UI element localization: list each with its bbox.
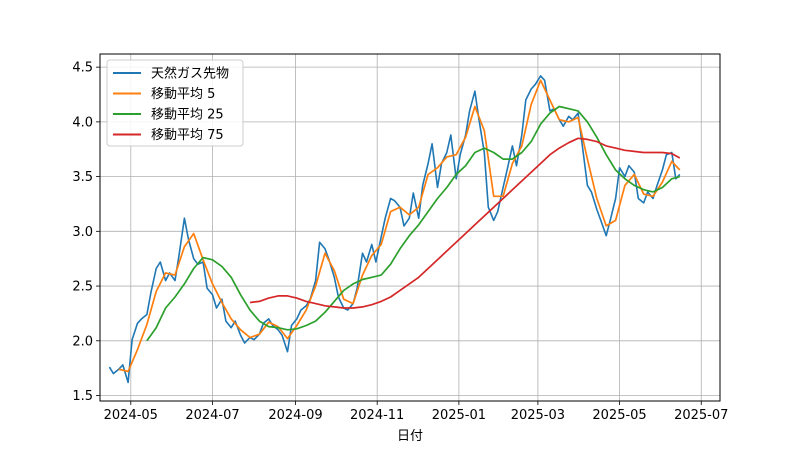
x-tick-label: 2025-03 [511,408,565,423]
legend-box [106,59,244,147]
series-layer [108,75,681,384]
ma5-series-line [118,79,681,373]
axis-layer: 2024-05 2024-07 2024-09 2024-11 2025-01 2025-… [72,61,728,423]
legend-item-price-label: 天然ガス先物 [151,66,229,82]
grid-layer [100,54,720,401]
legend-item-ma5-label: 移動平均 5 [151,87,215,102]
x-tick-label: 2025-05 [592,408,646,423]
x-tick-label: 2025-07 [674,408,728,423]
y-tick-label: 2.5 [72,280,93,295]
ma75-series-line [249,137,681,309]
y-tick-label: 3.0 [72,225,93,240]
y-tick-label: 4.0 [72,115,93,130]
y-tick-label: 3.5 [72,170,93,185]
x-axis-title: 日付 [397,429,423,444]
x-tick-label: 2024-09 [268,408,322,423]
x-tick-label: 2024-07 [185,408,239,423]
x-tick-label: 2024-11 [350,408,404,423]
ma25-series-line [146,105,681,342]
x-tick-label: 2025-01 [432,408,486,423]
legend-item-ma25-label: 移動平均 25 [151,108,224,123]
y-tick-label: 4.5 [72,61,93,76]
y-tick-label: 1.5 [72,389,93,404]
legend-item-ma75-label: 移動平均 75 [151,128,224,143]
y-tick-label: 2.0 [72,334,93,349]
x-tick-label: 2024-05 [104,408,158,423]
plot-frame [99,53,721,402]
price-series-line [108,75,681,384]
